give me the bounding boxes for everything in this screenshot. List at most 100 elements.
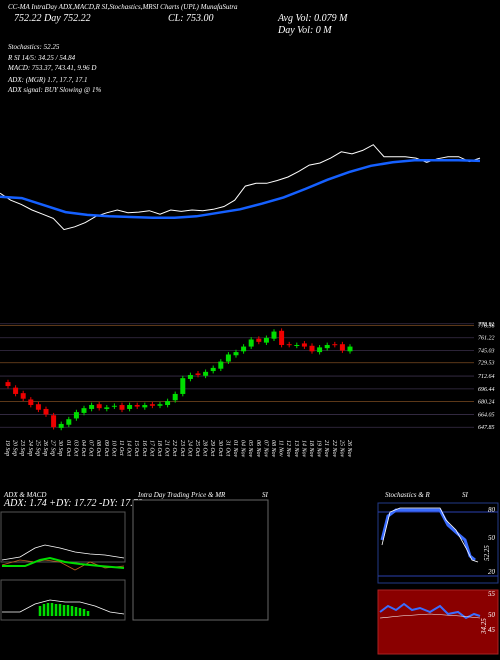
candle-body: [301, 343, 307, 347]
candle-body: [157, 404, 163, 406]
x-tick-label: 08 Nov: [270, 440, 276, 458]
candle-body: [28, 399, 34, 405]
adx-panel: [0, 511, 126, 563]
x-tick-label: 27 Sep: [50, 440, 56, 456]
rsi-value: 34.25: [480, 618, 488, 635]
x-tick-label: 12 Nov: [285, 440, 291, 458]
adx-line: [1, 544, 125, 561]
rsi-panel: [377, 589, 499, 655]
stoch-value: 52.25: [483, 545, 491, 561]
x-tick-label: 10 Oct: [110, 440, 116, 456]
day-volume: Day Vol: 0 M: [277, 25, 332, 36]
x-tick-label: 21 Nov: [323, 440, 329, 458]
x-tick-label: 31 Oct: [224, 439, 230, 456]
rsi-info: R SI 14/5: 34.25 / 54.84: [7, 54, 76, 62]
rsi-tick: 45: [488, 626, 496, 634]
x-tick-label: 23 Sep: [19, 440, 25, 456]
candle-body: [96, 404, 102, 409]
price-line: [0, 144, 481, 231]
y-tick-label: 664.05: [478, 411, 495, 418]
x-tick-label: 25 Nov: [338, 440, 344, 458]
stoch-tick: 80: [488, 506, 496, 514]
candle-body: [286, 344, 292, 346]
panel-title: Intra Day Trading Price & MR: [137, 491, 226, 499]
candle-body: [218, 361, 224, 369]
candle-body: [134, 405, 140, 407]
x-tick-label: 04 Oct: [80, 440, 87, 456]
close-price: CL: 753.00: [168, 13, 214, 24]
x-tick-label: 17 Oct: [148, 440, 154, 456]
rsi-tick: 50: [488, 611, 496, 619]
x-tick-label: 18 Nov: [308, 440, 314, 458]
rsi-line: [379, 602, 481, 620]
candle-body: [225, 354, 231, 362]
y-tick-label: 680.24: [478, 399, 495, 406]
candle-body: [263, 337, 269, 343]
x-tick-label: 25 Oct: [194, 440, 200, 456]
x-tick-label: 20 Sep: [12, 440, 18, 456]
candle-body: [81, 408, 87, 413]
x-tick-label: 15 Oct: [133, 440, 139, 456]
x-tick-label: 09 Oct: [103, 440, 109, 456]
candle-body: [180, 378, 186, 394]
candle-body: [149, 404, 155, 406]
x-tick-label: 21 Oct: [164, 440, 170, 456]
candle-body: [317, 347, 323, 353]
adx-info: ADX: (MGR) 1.7, 17.7, 17.1: [7, 76, 88, 84]
x-tick-label: 30 Sep: [57, 439, 63, 456]
x-tick-label: 07 Nov: [262, 440, 268, 458]
candle-body: [241, 346, 247, 352]
x-tick-label: 11 Oct: [118, 440, 124, 456]
rsi-tick: 55: [488, 590, 496, 598]
candle-body: [35, 404, 41, 410]
candle-body: [271, 331, 277, 339]
y-tick-label: 729.53: [478, 361, 495, 367]
x-tick-label: 19 Nov: [316, 440, 322, 458]
candle-body: [347, 346, 353, 352]
candle-body: [5, 382, 11, 387]
candle-body: [13, 387, 19, 394]
y-tick-label: 696.44: [478, 386, 495, 393]
stochastics-panel: [377, 502, 499, 584]
x-tick-label: 14 Oct: [126, 440, 133, 456]
candle-body: [279, 330, 285, 345]
candle-body: [165, 401, 171, 405]
x-tick-label: 01 Oct: [65, 440, 71, 456]
x-tick-label: 22 Oct: [171, 440, 177, 456]
candle-body: [233, 352, 239, 356]
candle-body: [89, 405, 95, 409]
candle-body: [195, 373, 201, 375]
chart-title: CC-MA IntraDay ADX,MACD,R SI,Stochastics…: [8, 3, 238, 11]
panel-title: ADX & MACD: [3, 491, 46, 499]
x-tick-label: 25 Sep: [34, 440, 40, 456]
candle-body: [256, 338, 262, 342]
x-tick-label: 22 Nov: [331, 440, 337, 458]
x-tick-label: 04 Nov: [240, 440, 247, 458]
candle-body: [309, 345, 315, 352]
day-price: 752.22 Day 752.22: [14, 13, 91, 24]
candle-body: [203, 371, 209, 376]
x-tick-label: 03 Oct: [72, 440, 78, 456]
x-tick-label: 16 Oct: [141, 440, 147, 456]
x-tick-label: 26 Nov: [346, 440, 352, 458]
candle-body: [43, 408, 49, 415]
y-tick-label: 778.91: [478, 322, 495, 328]
x-tick-label: 24 Sep: [27, 440, 34, 456]
panel-title: Stochastics & R: [385, 491, 430, 499]
x-tick-label: 19 Sep: [4, 440, 10, 456]
candle-body: [111, 405, 117, 407]
intraday-panel: [132, 499, 269, 621]
x-tick-label: 01 Nov: [232, 440, 238, 458]
stoch-k-line: [381, 507, 479, 563]
candle-body: [339, 344, 345, 351]
x-tick-label: 07 Oct: [88, 440, 94, 456]
stoch-d-line: [380, 508, 476, 562]
candle-body: [20, 393, 26, 399]
candle-body: [187, 375, 193, 379]
moving-average: [0, 158, 481, 219]
x-tick-label: 13 Nov: [293, 440, 299, 458]
x-tick-label: 18 Oct: [156, 440, 162, 456]
candle-body: [210, 367, 216, 372]
